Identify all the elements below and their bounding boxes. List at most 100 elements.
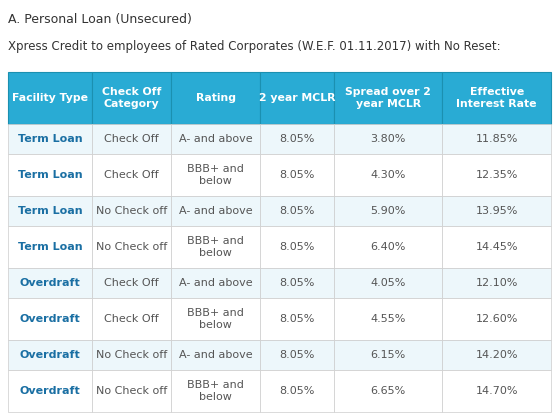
Text: 8.05%: 8.05% bbox=[280, 314, 315, 324]
Text: 12.35%: 12.35% bbox=[476, 170, 518, 180]
Bar bbox=[8, 268, 92, 298]
Text: 8.05%: 8.05% bbox=[280, 350, 315, 360]
Text: 2 year MCLR: 2 year MCLR bbox=[259, 93, 335, 103]
Text: Check Off: Check Off bbox=[104, 134, 159, 144]
Text: A- and above: A- and above bbox=[179, 134, 253, 144]
Text: Check Off: Check Off bbox=[104, 170, 159, 180]
Bar bbox=[334, 340, 442, 370]
Text: No Check off: No Check off bbox=[96, 242, 167, 252]
Bar bbox=[171, 154, 260, 196]
Bar bbox=[171, 298, 260, 340]
Bar bbox=[92, 124, 171, 154]
Text: 12.10%: 12.10% bbox=[476, 278, 518, 288]
Text: 11.85%: 11.85% bbox=[476, 134, 518, 144]
Bar bbox=[8, 72, 92, 124]
Text: Overdraft: Overdraft bbox=[20, 386, 80, 396]
Bar bbox=[8, 196, 92, 226]
Text: 14.45%: 14.45% bbox=[476, 242, 518, 252]
Bar bbox=[442, 124, 551, 154]
Bar bbox=[260, 268, 334, 298]
Bar bbox=[92, 370, 171, 412]
Text: 8.05%: 8.05% bbox=[280, 134, 315, 144]
Bar bbox=[260, 154, 334, 196]
Bar bbox=[334, 298, 442, 340]
Bar bbox=[334, 124, 442, 154]
Bar bbox=[260, 226, 334, 268]
Text: BBB+ and
below: BBB+ and below bbox=[187, 380, 244, 402]
Bar bbox=[92, 154, 171, 196]
Text: Spread over 2
year MCLR: Spread over 2 year MCLR bbox=[345, 87, 431, 109]
Text: 5.90%: 5.90% bbox=[371, 206, 406, 216]
Text: 4.55%: 4.55% bbox=[371, 314, 406, 324]
Bar bbox=[92, 298, 171, 340]
Bar bbox=[442, 72, 551, 124]
Text: Check Off: Check Off bbox=[104, 278, 159, 288]
Text: 3.80%: 3.80% bbox=[371, 134, 406, 144]
Text: No Check off: No Check off bbox=[96, 386, 167, 396]
Text: Facility Type: Facility Type bbox=[12, 93, 88, 103]
Text: 8.05%: 8.05% bbox=[280, 242, 315, 252]
Bar bbox=[442, 154, 551, 196]
Bar bbox=[92, 226, 171, 268]
Text: BBB+ and
below: BBB+ and below bbox=[187, 164, 244, 186]
Bar bbox=[8, 154, 92, 196]
Bar bbox=[442, 370, 551, 412]
Bar bbox=[171, 196, 260, 226]
Text: A- and above: A- and above bbox=[179, 278, 253, 288]
Bar bbox=[171, 268, 260, 298]
Bar bbox=[334, 154, 442, 196]
Text: 12.60%: 12.60% bbox=[476, 314, 518, 324]
Bar bbox=[334, 72, 442, 124]
Text: Term Loan: Term Loan bbox=[18, 170, 82, 180]
Bar bbox=[334, 196, 442, 226]
Bar bbox=[8, 340, 92, 370]
Text: 4.30%: 4.30% bbox=[371, 170, 406, 180]
Text: Xpress Credit to employees of Rated Corporates (W.E.F. 01.11.2017) with No Reset: Xpress Credit to employees of Rated Corp… bbox=[8, 40, 501, 53]
Text: BBB+ and
below: BBB+ and below bbox=[187, 308, 244, 330]
Bar bbox=[171, 72, 260, 124]
Text: A- and above: A- and above bbox=[179, 350, 253, 360]
Text: 6.65%: 6.65% bbox=[371, 386, 406, 396]
Bar bbox=[442, 268, 551, 298]
Bar bbox=[260, 196, 334, 226]
Bar bbox=[442, 226, 551, 268]
Text: 8.05%: 8.05% bbox=[280, 386, 315, 396]
Text: 13.95%: 13.95% bbox=[476, 206, 518, 216]
Bar bbox=[442, 196, 551, 226]
Text: Rating: Rating bbox=[196, 93, 236, 103]
Text: Check Off: Check Off bbox=[104, 314, 159, 324]
Bar bbox=[334, 226, 442, 268]
Bar bbox=[260, 340, 334, 370]
Text: Overdraft: Overdraft bbox=[20, 314, 80, 324]
Bar bbox=[171, 370, 260, 412]
Bar bbox=[92, 72, 171, 124]
Bar bbox=[92, 340, 171, 370]
Text: Term Loan: Term Loan bbox=[18, 242, 82, 252]
Bar bbox=[260, 72, 334, 124]
Bar bbox=[8, 124, 92, 154]
Bar bbox=[8, 226, 92, 268]
Bar bbox=[171, 124, 260, 154]
Bar bbox=[334, 268, 442, 298]
Text: Check Off
Category: Check Off Category bbox=[102, 87, 161, 109]
Text: No Check off: No Check off bbox=[96, 350, 167, 360]
Text: 6.40%: 6.40% bbox=[371, 242, 406, 252]
Text: No Check off: No Check off bbox=[96, 206, 167, 216]
Text: BBB+ and
below: BBB+ and below bbox=[187, 236, 244, 258]
Bar bbox=[8, 370, 92, 412]
Text: A. Personal Loan (Unsecured): A. Personal Loan (Unsecured) bbox=[8, 13, 192, 26]
Text: Term Loan: Term Loan bbox=[18, 134, 82, 144]
Text: 8.05%: 8.05% bbox=[280, 278, 315, 288]
Bar bbox=[260, 370, 334, 412]
Bar bbox=[171, 226, 260, 268]
Text: 8.05%: 8.05% bbox=[280, 170, 315, 180]
Bar bbox=[260, 298, 334, 340]
Text: Overdraft: Overdraft bbox=[20, 350, 80, 360]
Bar bbox=[442, 340, 551, 370]
Bar bbox=[8, 298, 92, 340]
Text: 8.05%: 8.05% bbox=[280, 206, 315, 216]
Text: 6.15%: 6.15% bbox=[371, 350, 406, 360]
Text: Term Loan: Term Loan bbox=[18, 206, 82, 216]
Text: 14.20%: 14.20% bbox=[476, 350, 518, 360]
Bar bbox=[334, 370, 442, 412]
